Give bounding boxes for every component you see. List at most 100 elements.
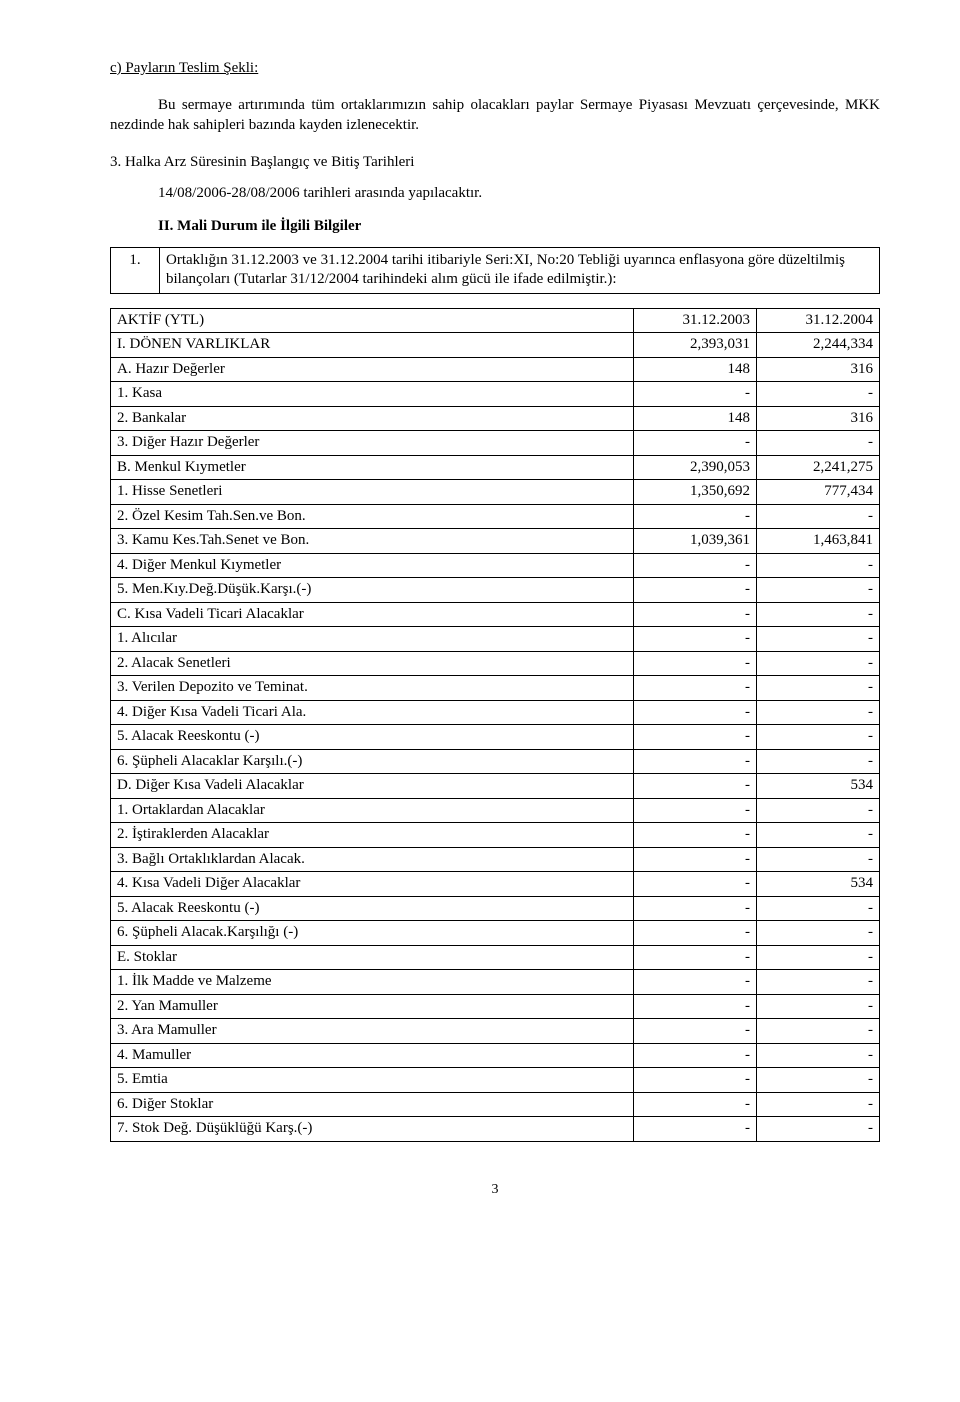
row-value-1: - bbox=[634, 1019, 757, 1044]
row-value-2: 316 bbox=[757, 406, 880, 431]
row-value-2: - bbox=[757, 823, 880, 848]
table-row: 5. Emtia-- bbox=[111, 1068, 880, 1093]
row-label: 3. Bağlı Ortaklıklardan Alacak. bbox=[111, 847, 634, 872]
aktif-header-label: AKTİF (YTL) bbox=[111, 308, 634, 333]
table-row: 1. Alıcılar-- bbox=[111, 627, 880, 652]
row-label: D. Diğer Kısa Vadeli Alacaklar bbox=[111, 774, 634, 799]
row-value-2: - bbox=[757, 553, 880, 578]
row-label: 3. Diğer Hazır Değerler bbox=[111, 431, 634, 456]
row-value-1: - bbox=[634, 553, 757, 578]
row-label: 6. Şüpheli Alacaklar Karşılı.(-) bbox=[111, 749, 634, 774]
row-value-1: - bbox=[634, 872, 757, 897]
financial-table: AKTİF (YTL) 31.12.2003 31.12.2004 I. DÖN… bbox=[110, 308, 880, 1142]
row-value-2: - bbox=[757, 896, 880, 921]
row-value-2: - bbox=[757, 1019, 880, 1044]
table-row: 7. Stok Değ. Düşüklüğü Karş.(-)-- bbox=[111, 1117, 880, 1142]
table-row: 2. Bankalar148316 bbox=[111, 406, 880, 431]
row-label: 5. Men.Kıy.Değ.Düşük.Karşı.(-) bbox=[111, 578, 634, 603]
row-value-2: 534 bbox=[757, 774, 880, 799]
table-header-row: AKTİF (YTL) 31.12.2003 31.12.2004 bbox=[111, 308, 880, 333]
row-value-2: - bbox=[757, 676, 880, 701]
table-row: 6. Şüpheli Alacaklar Karşılı.(-)-- bbox=[111, 749, 880, 774]
row-label: 2. İştiraklerden Alacaklar bbox=[111, 823, 634, 848]
row-label: 1. İlk Madde ve Malzeme bbox=[111, 970, 634, 995]
row-value-1: - bbox=[634, 676, 757, 701]
row-value-1: - bbox=[634, 627, 757, 652]
row-label: 4. Mamuller bbox=[111, 1043, 634, 1068]
section-3-paragraph: 14/08/2006-28/08/2006 tarihleri arasında… bbox=[110, 185, 880, 202]
row-value-2: - bbox=[757, 627, 880, 652]
row-value-2: - bbox=[757, 504, 880, 529]
table-row: 4. Kısa Vadeli Diğer Alacaklar-534 bbox=[111, 872, 880, 897]
table-row: 2. Özel Kesim Tah.Sen.ve Bon.-- bbox=[111, 504, 880, 529]
row-value-2: - bbox=[757, 749, 880, 774]
row-value-1: - bbox=[634, 382, 757, 407]
table-row: 2. Yan Mamuller-- bbox=[111, 994, 880, 1019]
row-value-1: 2,390,053 bbox=[634, 455, 757, 480]
row-value-1: 148 bbox=[634, 406, 757, 431]
row-label: 3. Kamu Kes.Tah.Senet ve Bon. bbox=[111, 529, 634, 554]
context-box: 1. Ortaklığın 31.12.2003 ve 31.12.2004 t… bbox=[110, 247, 880, 294]
box-number-cell: 1. bbox=[111, 247, 160, 293]
row-label: 6. Şüpheli Alacak.Karşılığı (-) bbox=[111, 921, 634, 946]
row-value-1: - bbox=[634, 1117, 757, 1142]
table-row: B. Menkul Kıymetler2,390,0532,241,275 bbox=[111, 455, 880, 480]
row-value-2: - bbox=[757, 578, 880, 603]
row-value-2: - bbox=[757, 970, 880, 995]
row-label: A. Hazır Değerler bbox=[111, 357, 634, 382]
row-label: 4. Kısa Vadeli Diğer Alacaklar bbox=[111, 872, 634, 897]
row-value-2: - bbox=[757, 1043, 880, 1068]
row-value-2: - bbox=[757, 847, 880, 872]
table-row: 1. Ortaklığın 31.12.2003 ve 31.12.2004 t… bbox=[111, 247, 880, 293]
row-label: 4. Diğer Kısa Vadeli Ticari Ala. bbox=[111, 700, 634, 725]
row-value-2: 777,434 bbox=[757, 480, 880, 505]
row-value-2: - bbox=[757, 994, 880, 1019]
row-value-1: - bbox=[634, 945, 757, 970]
row-value-2: - bbox=[757, 1068, 880, 1093]
row-value-1: - bbox=[634, 504, 757, 529]
row-label: B. Menkul Kıymetler bbox=[111, 455, 634, 480]
row-value-1: - bbox=[634, 823, 757, 848]
row-value-1: - bbox=[634, 774, 757, 799]
table-row: 2. Alacak Senetleri-- bbox=[111, 651, 880, 676]
row-label: 1. Alıcılar bbox=[111, 627, 634, 652]
row-value-2: - bbox=[757, 921, 880, 946]
row-value-2: - bbox=[757, 700, 880, 725]
row-value-1: - bbox=[634, 749, 757, 774]
row-value-1: - bbox=[634, 1068, 757, 1093]
table-row: 4. Mamuller-- bbox=[111, 1043, 880, 1068]
section-ii-heading: II. Mali Durum ile İlgili Bilgiler bbox=[110, 218, 880, 235]
table-row: 3. Bağlı Ortaklıklardan Alacak.-- bbox=[111, 847, 880, 872]
row-value-1: - bbox=[634, 1043, 757, 1068]
row-value-2: - bbox=[757, 1117, 880, 1142]
aktif-header-col2: 31.12.2004 bbox=[757, 308, 880, 333]
table-row: 1. İlk Madde ve Malzeme-- bbox=[111, 970, 880, 995]
table-row: 4. Diğer Kısa Vadeli Ticari Ala.-- bbox=[111, 700, 880, 725]
table-row: I. DÖNEN VARLIKLAR2,393,0312,244,334 bbox=[111, 333, 880, 358]
row-value-1: - bbox=[634, 921, 757, 946]
row-label: 3. Verilen Depozito ve Teminat. bbox=[111, 676, 634, 701]
section-3-heading: 3. Halka Arz Süresinin Başlangıç ve Biti… bbox=[110, 154, 880, 171]
row-label: C. Kısa Vadeli Ticari Alacaklar bbox=[111, 602, 634, 627]
row-label: 2. Yan Mamuller bbox=[111, 994, 634, 1019]
row-value-1: 2,393,031 bbox=[634, 333, 757, 358]
row-label: 5. Alacak Reeskontu (-) bbox=[111, 725, 634, 750]
table-row: 3. Diğer Hazır Değerler-- bbox=[111, 431, 880, 456]
aktif-header-col1: 31.12.2003 bbox=[634, 308, 757, 333]
table-row: 6. Diğer Stoklar-- bbox=[111, 1092, 880, 1117]
table-row: 5. Men.Kıy.Değ.Düşük.Karşı.(-)-- bbox=[111, 578, 880, 603]
row-label: 2. Alacak Senetleri bbox=[111, 651, 634, 676]
row-value-1: - bbox=[634, 602, 757, 627]
table-row: D. Diğer Kısa Vadeli Alacaklar-534 bbox=[111, 774, 880, 799]
row-value-1: 1,350,692 bbox=[634, 480, 757, 505]
row-value-2: - bbox=[757, 431, 880, 456]
table-row: 3. Kamu Kes.Tah.Senet ve Bon.1,039,3611,… bbox=[111, 529, 880, 554]
row-label: 7. Stok Değ. Düşüklüğü Karş.(-) bbox=[111, 1117, 634, 1142]
row-label: 6. Diğer Stoklar bbox=[111, 1092, 634, 1117]
table-row: 4. Diğer Menkul Kıymetler-- bbox=[111, 553, 880, 578]
row-label: 1. Hisse Senetleri bbox=[111, 480, 634, 505]
section-c-heading: c) Payların Teslim Şekli: bbox=[110, 60, 880, 77]
row-value-2: - bbox=[757, 382, 880, 407]
row-value-2: 534 bbox=[757, 872, 880, 897]
row-label: 1. Kasa bbox=[111, 382, 634, 407]
